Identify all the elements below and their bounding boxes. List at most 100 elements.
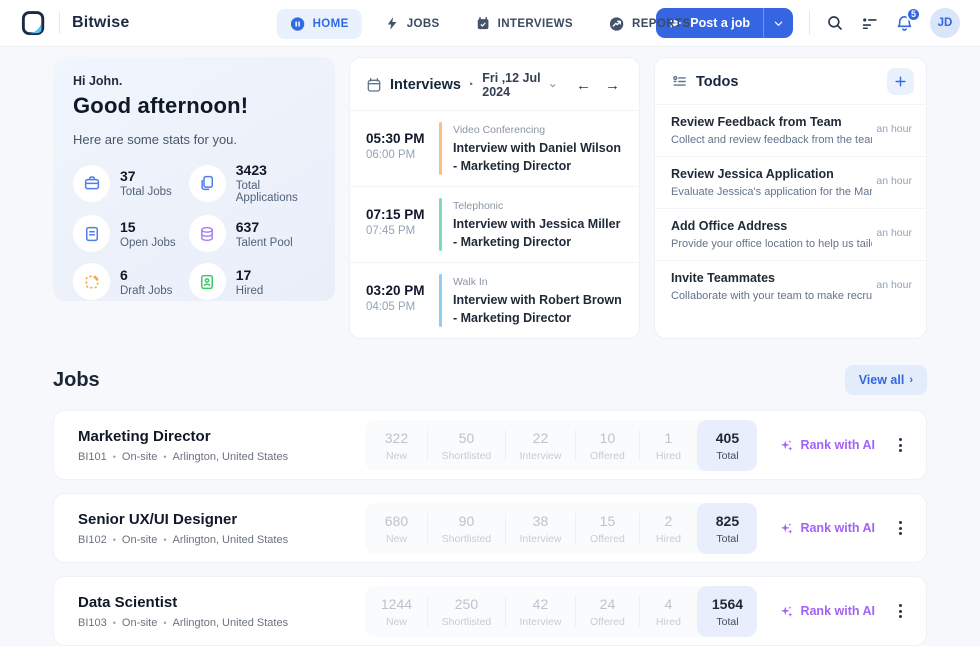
stage-count-offered: 10 [599,429,616,446]
post-a-job-button[interactable]: Post a job [656,8,793,38]
calendar-check-icon [476,16,491,31]
todo-description: Collect and review feedback from the tea… [671,134,872,146]
job-stage-stats: 1244 New 250 Shortlisted 42 Interview 24 Off… [365,585,758,637]
todo-item[interactable]: Add Office Address Provide your office l… [655,209,926,261]
job-mode: On-site [121,616,158,629]
nav-label-jobs: JOBS [406,17,440,30]
interview-title: Interview with Robert Brown - Marketing … [453,293,622,325]
stage-count-shortlisted: 50 [458,429,475,446]
nav-tab-home[interactable]: HOME [276,8,362,39]
paper-plane-icon [669,16,683,30]
stat-value: 637 [235,218,260,235]
total-label: Total [716,449,739,462]
job-menu-kebab-icon[interactable] [895,517,906,539]
stage-label: Offered [590,449,625,462]
todo-title: Review Jessica Application [671,167,834,181]
stat-label: Open Jobs [120,236,176,249]
interview-end-time: 04:05 PM [366,301,416,313]
interview-row[interactable]: 05:30 PM 06:00 PM Video Conferencing Int… [350,111,639,187]
user-avatar[interactable]: JD [930,8,960,38]
interviews-title: Interviews [390,77,461,93]
stage-count-hired: 2 [664,512,673,529]
todo-list-icon [671,73,688,90]
total-count: 1564 [711,595,744,612]
rank-with-ai-button[interactable]: Rank with AI [779,521,875,536]
stat-draft-jobs: 6 Draft Jobs [73,263,183,300]
trend-icon [609,16,625,32]
job-code: BI102 [78,533,107,546]
id-badge-icon [188,263,226,300]
stage-label: Shortlisted [441,449,492,462]
job-row-marketing-director[interactable]: Marketing Director BI101 On-site Arlington… [53,410,927,480]
post-a-job-caret[interactable] [764,8,793,38]
job-location: Arlington, United States [172,616,289,629]
stage-count-interview: 22 [532,429,549,446]
interview-start-time: 03:20 PM [366,283,425,298]
job-menu-kebab-icon[interactable] [895,600,906,622]
stage-label: New [385,615,407,628]
nav-tab-jobs[interactable]: JOBS [372,9,453,38]
interview-row[interactable]: 07:15 PM 07:45 PM Telephonic Interview w… [350,187,639,263]
brand[interactable]: Bitwise [20,10,129,37]
stage-label: Interview [519,449,562,462]
greeting-hi: Hi John. [73,74,123,88]
stat-value: 6 [120,266,128,283]
job-menu-kebab-icon[interactable] [895,434,906,456]
view-all-jobs-button[interactable]: View all › [844,365,927,395]
stat-label: Talent Pool [235,236,293,249]
stage-count-new: 322 [384,429,409,446]
job-title: Data Scientist [78,593,178,611]
todo-time: an hour [876,175,912,187]
stage-label: Hired [655,532,681,545]
stage-label: Interview [519,532,562,545]
search-icon[interactable] [826,14,844,32]
todo-description: Evaluate Jessica's application for the M… [671,186,873,198]
next-day-arrow[interactable]: → [605,76,620,94]
tasks-icon[interactable] [860,14,879,33]
rank-with-ai-button[interactable]: Rank with AI [779,604,875,619]
todo-item[interactable]: Review Feedback from Team Collect and re… [655,105,926,157]
stage-label: Offered [590,615,625,628]
post-button-divider [763,8,764,38]
interviews-date: Fri ,12 Jul 2024 [482,71,541,99]
todos-card: Todos Review Feedback from Team Collect … [654,57,927,339]
post-a-job-label: Post a job [690,16,750,30]
todo-item[interactable]: Review Jessica Application Evaluate Jess… [655,157,926,209]
job-row-senior-ux-ui-designer[interactable]: Senior UX/UI Designer BI102 On-site Arling… [53,493,927,563]
notifications-bell-icon[interactable]: 5 [895,6,921,33]
job-total-badge: 1564 Total [697,585,758,637]
interview-start-time: 07:15 PM [366,207,425,222]
stage-count-hired: 1 [664,429,673,446]
stats-grid: 37 Total Jobs 3423 Total Applications [73,162,315,300]
interview-type: Walk In [453,276,488,288]
todos-title: Todos [696,73,739,90]
stat-label: Total Applications [235,180,298,204]
nav-tab-interviews[interactable]: INTERVIEWS [463,9,586,38]
job-meta: BI102 On-site Arlington, United States [78,534,365,546]
dashboard-icon [290,16,306,32]
add-todo-button[interactable] [887,68,914,95]
prev-day-arrow[interactable]: ← [576,76,591,94]
stage-count-offered: 24 [599,595,616,612]
stat-label: Draft Jobs [120,284,173,297]
interviews-date-dropdown[interactable]: Fri ,12 Jul 2024 [482,71,557,99]
post-a-job-main[interactable]: Post a job [656,8,763,38]
chevron-down-icon [550,83,556,87]
rank-with-ai-button[interactable]: Rank with AI [779,438,875,453]
stat-talent-pool: 637 Talent Pool [188,215,315,252]
todo-description: Provide your office location to help us … [671,238,872,250]
todo-item[interactable]: Invite Teammates Collaborate with your t… [655,261,926,312]
plus-icon [895,76,906,87]
nav-tab-reports[interactable]: REPORTS [596,9,703,39]
total-label: Total [716,615,739,628]
header-divider [809,11,810,35]
interview-row[interactable]: 03:20 PM 04:05 PM Walk In Interview with… [350,263,639,338]
stage-count-interview: 38 [532,512,549,529]
job-row-data-scientist[interactable]: Data Scientist BI103 On-site Arlington, Un… [53,576,927,646]
main-nav: HOME JOBS INTERVIEWS REPORTS [276,0,704,47]
stat-value: 37 [120,168,136,184]
stage-label: Hired [655,615,681,628]
draft-icon [73,263,110,300]
rank-with-ai-label: Rank with AI [800,521,875,535]
interview-type-bar [439,122,442,175]
